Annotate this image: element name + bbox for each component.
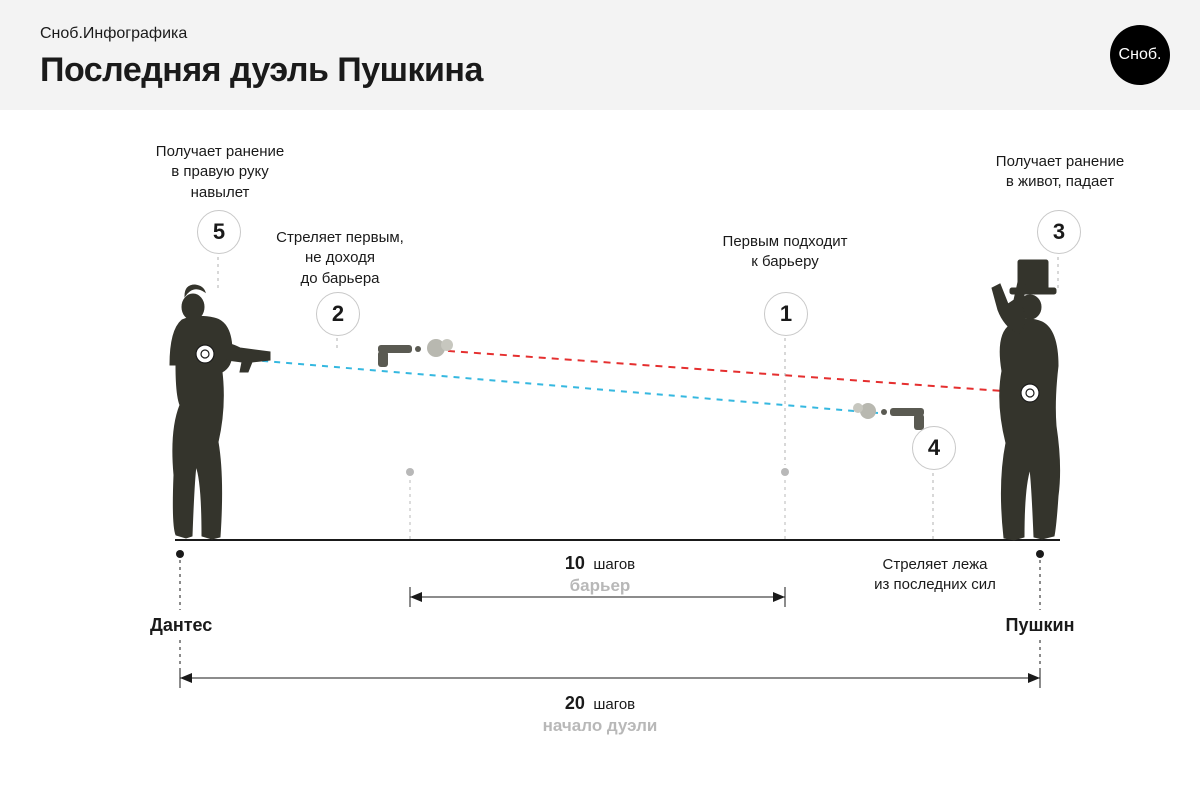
step-1-num: 1 xyxy=(780,301,792,327)
step-5-circle: 5 xyxy=(197,210,241,254)
step-4-num: 4 xyxy=(928,435,940,461)
total-measure: 20 шагов начало дуэли xyxy=(520,693,680,736)
name-right: Пушкин xyxy=(1000,615,1080,636)
barrier-measure: 10 шагов барьер xyxy=(540,553,660,596)
step-2-text: Стреляет первым,не доходядо барьера xyxy=(260,228,420,289)
total-unit: шагов xyxy=(593,696,635,713)
step-2-circle: 2 xyxy=(316,292,360,336)
barrier-unit: шагов xyxy=(593,556,635,573)
pistol-icon-right xyxy=(853,403,924,430)
header: Сноб.Инфографика Последняя дуэль Пушкина… xyxy=(0,0,1200,110)
header-title: Последняя дуэль Пушкина xyxy=(40,51,1160,90)
snob-logo: Сноб. xyxy=(1110,25,1170,85)
total-label: начало дуэли xyxy=(520,716,680,736)
step-4-circle: 4 xyxy=(912,426,956,470)
step-5-text: Получает ранениев правую рукунавылет xyxy=(140,142,300,203)
step-3-circle: 3 xyxy=(1037,210,1081,254)
step-1-circle: 1 xyxy=(764,292,808,336)
step-1-text: Первым подходитк барьеру xyxy=(705,232,865,273)
step-2-num: 2 xyxy=(332,301,344,327)
trajectory-shot-2 xyxy=(205,356,878,413)
step-3-num: 3 xyxy=(1053,219,1065,245)
figure-dantes xyxy=(170,285,270,539)
barrier-label: барьер xyxy=(540,576,660,596)
total-num: 20 xyxy=(565,693,585,713)
pistol-icon-left xyxy=(378,339,453,367)
name-left: Дантес xyxy=(150,615,210,636)
step-4-text: Стреляет лежаиз последних сил xyxy=(855,555,1015,596)
infographic-stage: Получает ранениев правую рукунавылет 5 С… xyxy=(0,110,1200,805)
header-subtitle: Сноб.Инфографика xyxy=(40,25,1160,43)
logo-text: Сноб. xyxy=(1119,46,1162,64)
trajectory-shot-1 xyxy=(435,350,1030,393)
step-3-text: Получает ранениев живот, падает xyxy=(975,152,1145,193)
step-5-num: 5 xyxy=(213,219,225,245)
barrier-num: 10 xyxy=(565,553,585,573)
